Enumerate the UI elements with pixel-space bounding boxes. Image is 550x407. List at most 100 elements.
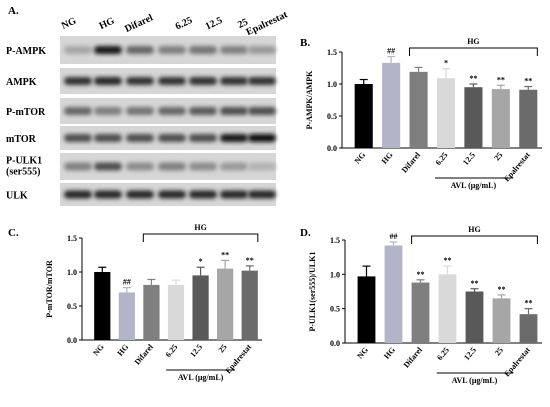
bar bbox=[465, 291, 484, 343]
panel-label: B. bbox=[300, 37, 310, 49]
y-tick-label: 0.5 bbox=[330, 305, 340, 314]
y-axis-label: P-AMPK/AMPK bbox=[305, 70, 314, 129]
bar bbox=[354, 84, 373, 148]
bar bbox=[167, 284, 185, 340]
group-bracket bbox=[411, 235, 538, 244]
significance-label: ## bbox=[123, 278, 131, 287]
x-tick-label: 6.25 bbox=[435, 346, 451, 363]
row-label: P-ULK1 (ser555) bbox=[6, 156, 42, 178]
blot-band bbox=[126, 134, 154, 142]
x-tick-label: HG bbox=[382, 346, 397, 361]
significance-label: ** bbox=[524, 77, 532, 86]
x-axis-label: AVL (μg/mL) bbox=[451, 181, 497, 190]
blot-band bbox=[94, 77, 122, 85]
blot-band bbox=[64, 46, 92, 54]
x-tick-label: NG bbox=[355, 346, 370, 361]
blot-band bbox=[126, 190, 154, 199]
row-label: ULK bbox=[6, 191, 28, 202]
blot-band bbox=[126, 77, 154, 85]
blot-band bbox=[189, 162, 217, 171]
lane-label: Epalrestat bbox=[245, 9, 290, 38]
y-tick-label: 0.5 bbox=[327, 112, 337, 121]
significance-label: ** bbox=[444, 256, 452, 265]
bar bbox=[217, 268, 234, 340]
blot-band bbox=[189, 46, 217, 54]
group-label: HG bbox=[194, 223, 206, 232]
blot-band bbox=[248, 77, 276, 85]
blot-band bbox=[126, 162, 154, 171]
bar bbox=[491, 89, 510, 148]
lane-label: 12.5 bbox=[204, 15, 225, 32]
blot-band bbox=[220, 77, 248, 85]
bar bbox=[492, 298, 511, 343]
blot-band bbox=[189, 190, 217, 199]
blot-band bbox=[64, 77, 92, 85]
significance-label: ** bbox=[471, 279, 479, 288]
x-tick-label: NG bbox=[91, 343, 106, 358]
row-label: mTOR bbox=[6, 134, 37, 145]
x-tick-label: Difarel bbox=[402, 345, 425, 370]
significance-label: ** bbox=[469, 74, 477, 83]
significance-label: ** bbox=[221, 250, 229, 259]
significance-label: ** bbox=[525, 299, 533, 308]
group-bracket bbox=[409, 47, 538, 56]
y-tick-label: 1.0 bbox=[330, 270, 340, 279]
group-bracket bbox=[142, 233, 259, 242]
y-tick-label: 1.0 bbox=[67, 268, 77, 277]
blot-band bbox=[220, 162, 248, 171]
bar bbox=[118, 292, 135, 340]
blot-band bbox=[158, 46, 186, 54]
bar bbox=[382, 62, 401, 148]
blot-band bbox=[94, 190, 122, 199]
y-tick-label: 0.0 bbox=[67, 336, 77, 345]
significance-label: ** bbox=[417, 270, 425, 279]
y-tick-label: 0.0 bbox=[327, 144, 337, 153]
blot-band bbox=[94, 107, 122, 115]
x-tick-label: 12.5 bbox=[188, 343, 204, 360]
bar bbox=[438, 274, 457, 343]
y-tick-label: 0.5 bbox=[67, 302, 77, 311]
x-tick-label: 6.25 bbox=[164, 343, 180, 360]
blot-band bbox=[64, 107, 92, 115]
group-label: HG bbox=[467, 37, 479, 46]
bar bbox=[192, 275, 209, 340]
blot-band bbox=[158, 134, 186, 142]
blot-band bbox=[158, 162, 186, 171]
x-tick-label: NG bbox=[353, 151, 368, 166]
blot-band bbox=[94, 134, 122, 142]
x-tick-label: 25 bbox=[217, 343, 229, 355]
blot-band bbox=[220, 190, 248, 199]
blot-band bbox=[248, 162, 276, 171]
x-axis-label: AVL (μg/mL) bbox=[452, 376, 498, 385]
blot-band bbox=[220, 46, 248, 54]
lane-label: Difarel bbox=[123, 12, 155, 35]
blot-band bbox=[126, 46, 154, 54]
blot-band bbox=[248, 190, 276, 199]
y-tick-label: 1.5 bbox=[67, 234, 77, 243]
row-label: P-mTOR bbox=[6, 107, 46, 118]
bar bbox=[94, 272, 111, 340]
blot-band bbox=[158, 77, 186, 85]
y-tick-label: 1.5 bbox=[330, 236, 340, 245]
significance-label: ** bbox=[498, 285, 506, 294]
y-tick-label: 1.0 bbox=[327, 80, 337, 89]
lane-label: 25 bbox=[236, 17, 250, 31]
blot-band bbox=[94, 162, 122, 171]
x-tick-label: Difarel bbox=[400, 150, 423, 175]
bar bbox=[409, 71, 428, 148]
blot-band bbox=[248, 107, 276, 115]
bar bbox=[357, 276, 376, 343]
x-tick-label: Difarel bbox=[133, 342, 156, 367]
blot-band bbox=[158, 107, 186, 115]
y-tick-label: 0.0 bbox=[330, 339, 340, 348]
x-tick-label: 12.5 bbox=[462, 346, 478, 363]
y-axis-label: P-ULK1(ser555)/ULK1 bbox=[308, 252, 317, 332]
x-tick-label: HG bbox=[380, 151, 395, 166]
bar bbox=[519, 314, 538, 343]
row-label: P-AMPK bbox=[6, 46, 46, 57]
lane-label: HG bbox=[98, 15, 117, 32]
x-tick-label: HG bbox=[115, 343, 130, 358]
blot-band bbox=[64, 134, 92, 142]
y-tick-label: 1.5 bbox=[327, 48, 337, 57]
